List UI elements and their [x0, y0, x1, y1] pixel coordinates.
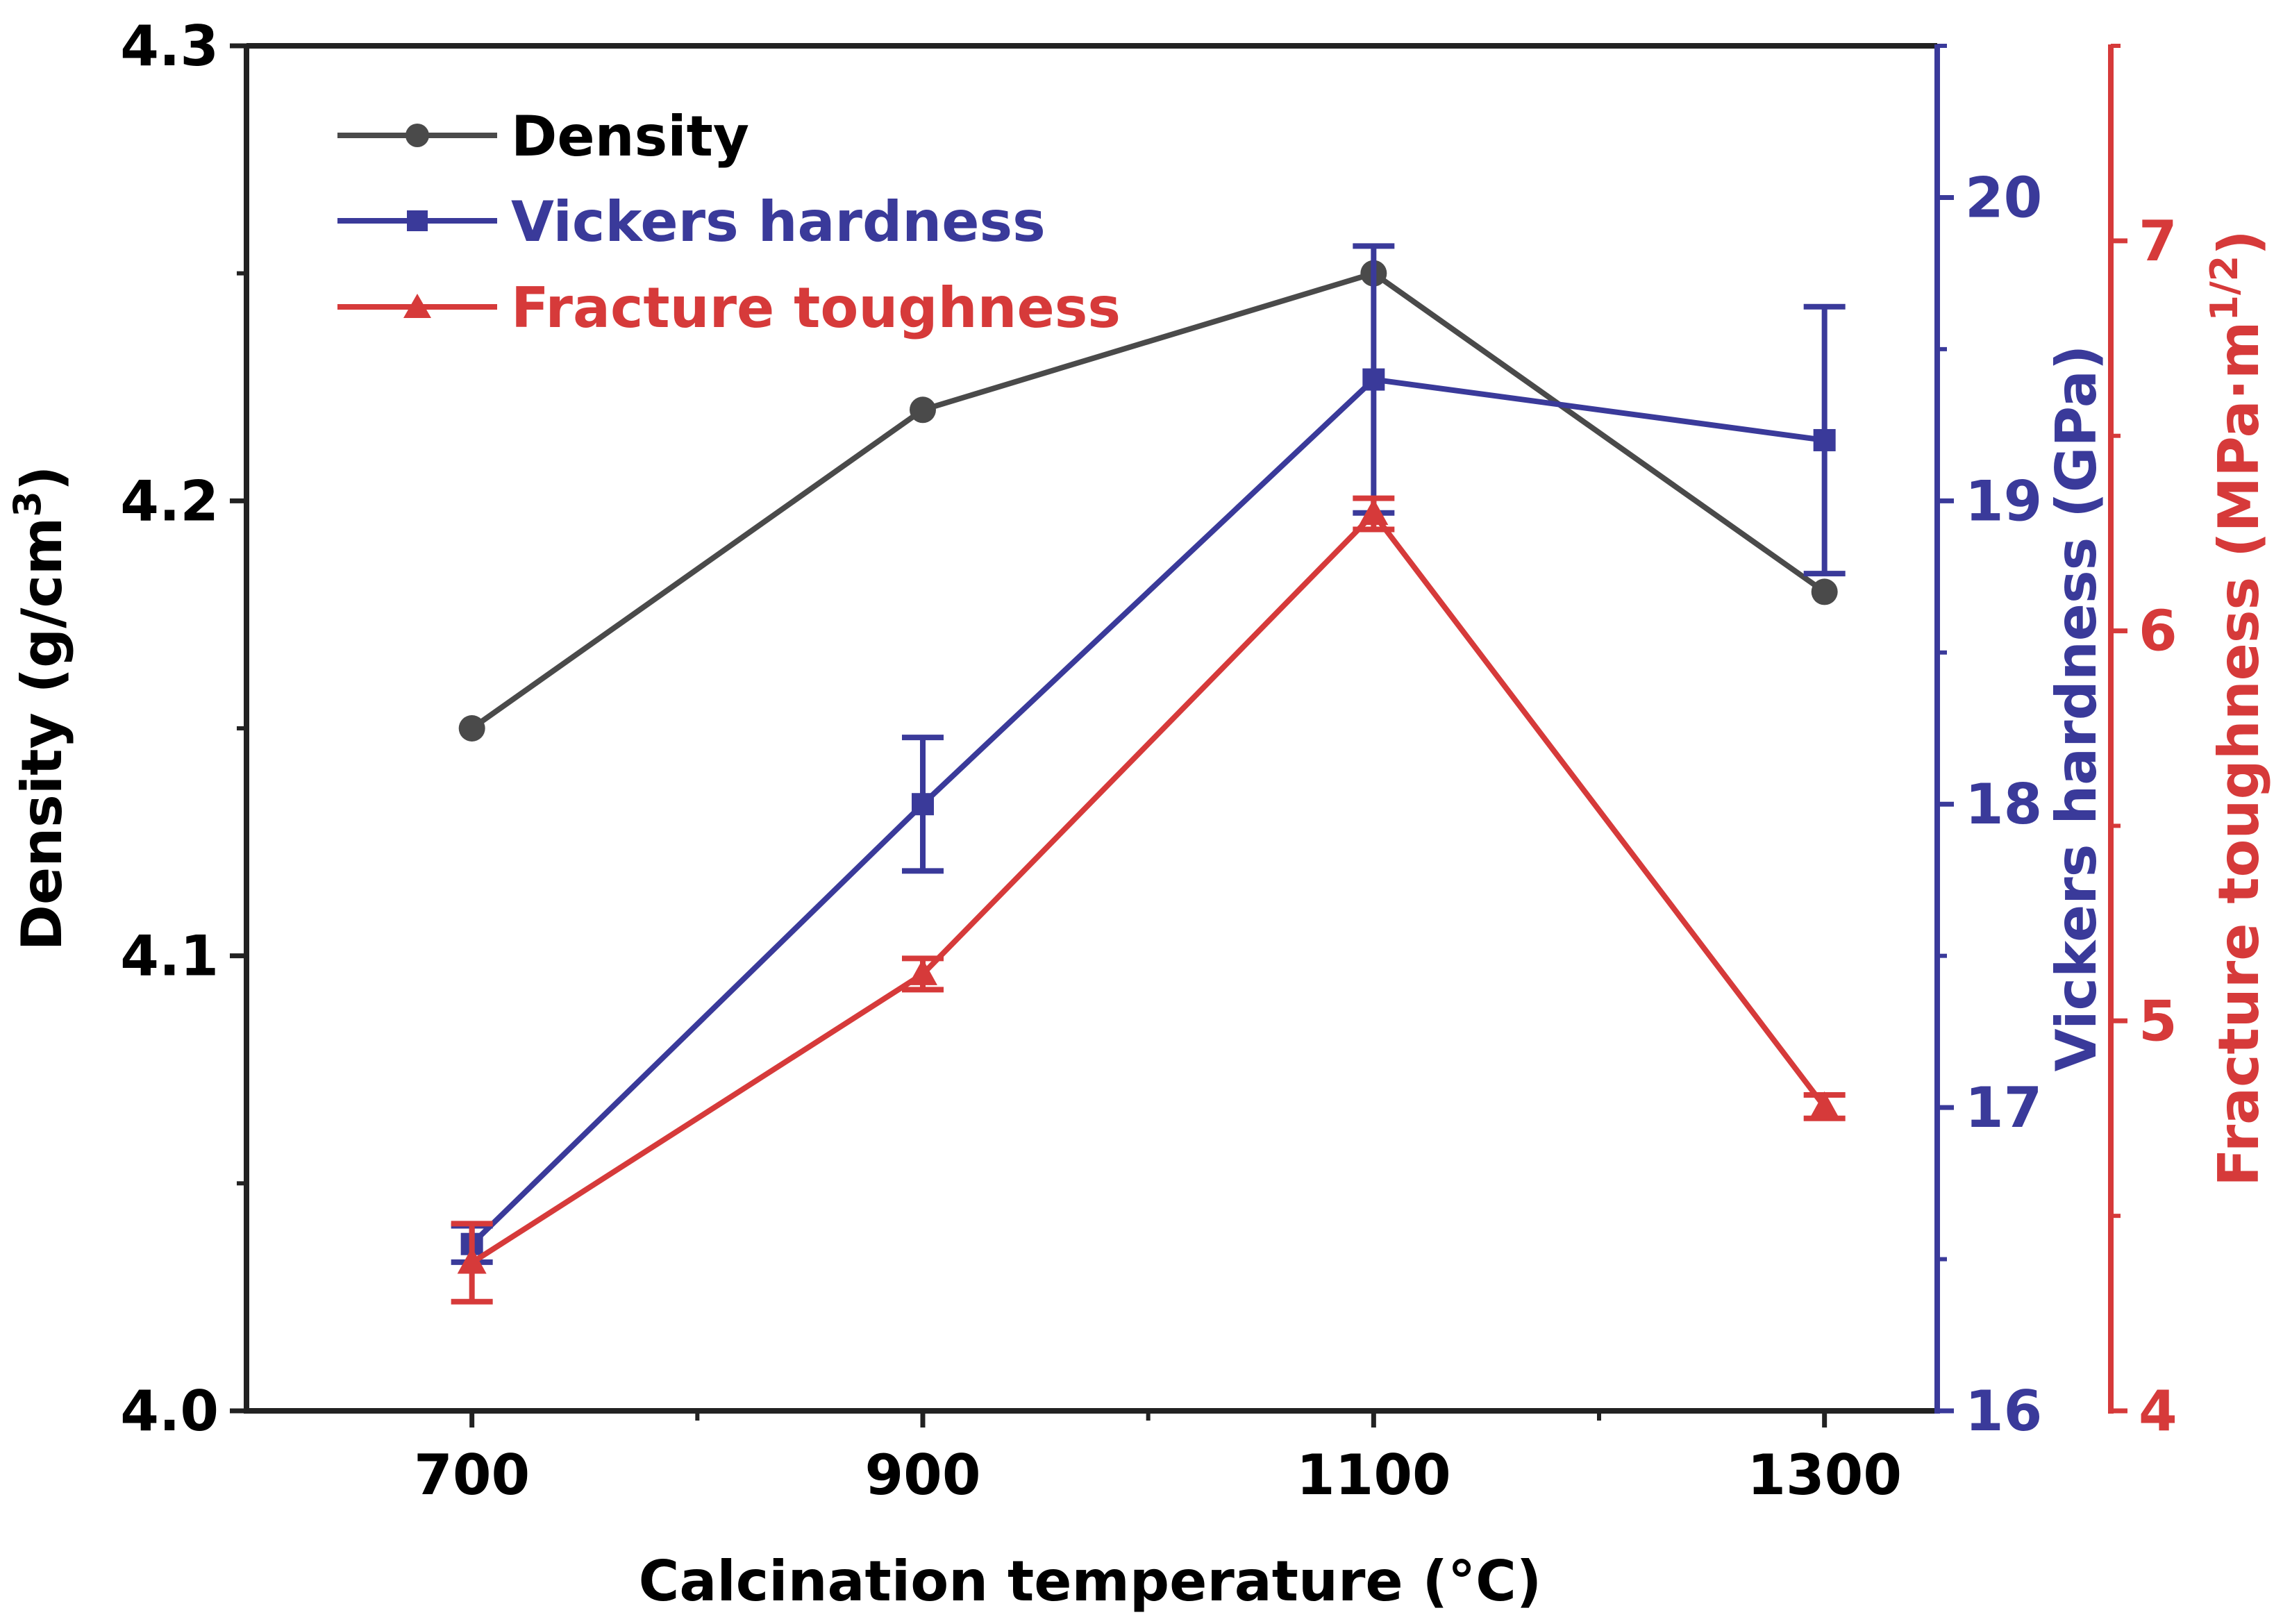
- y-axis-left-title-main: Density (g/cm: [10, 517, 74, 951]
- y-right1-tick-label: 19: [1965, 469, 2042, 533]
- y-right2-tick-label: 4: [2139, 1379, 2177, 1443]
- data-point: [908, 958, 937, 985]
- y-axis-right2-title-main: Fracture toughness (MPa·m: [2207, 321, 2271, 1187]
- legend-marker-fracture: [403, 294, 431, 318]
- data-point: [912, 793, 934, 816]
- y-right1-tick-label: 18: [1965, 772, 2042, 837]
- data-point: [457, 1247, 487, 1274]
- series-layer: [451, 243, 1846, 1305]
- series-line: [470, 270, 1826, 731]
- y-left-tick-label: 4.1: [120, 924, 219, 989]
- legend-label-fracture: Fracture toughness: [511, 276, 1121, 340]
- y-left-tick-label: 4.0: [120, 1379, 219, 1443]
- y-right2-tick-label: 7: [2139, 209, 2177, 274]
- y-axis-right1-title: Vickers hardness (GPa): [2044, 345, 2109, 1072]
- data-point: [910, 396, 936, 424]
- series-fracture-toughness: [451, 495, 1846, 1305]
- legend-label-vickers: Vickers hardness: [511, 190, 1046, 254]
- axis-ticks: 700 900 1100 1300 4.0 4.1 4.2 4.3 16 17 18 19 20 4 5 6 7: [120, 14, 2177, 1507]
- data-point: [1811, 578, 1838, 605]
- y-left-tick-label: 4.2: [120, 469, 219, 533]
- legend-label-density: Density: [511, 104, 749, 169]
- series-line: [469, 376, 1825, 1246]
- legend-item-fracture: Fracture toughness: [337, 276, 1121, 340]
- data-point: [1813, 428, 1836, 451]
- series-density: [458, 260, 1838, 742]
- y-axis-right2-title-end: ): [2207, 230, 2271, 256]
- y-axis-left-title-end: ): [10, 466, 74, 492]
- y-right2-tick-label: 5: [2139, 989, 2177, 1053]
- y-axis-left-title: Density (g/cm3): [6, 466, 74, 951]
- x-tick-label: 900: [865, 1443, 981, 1507]
- y-axis-left-title-sup: 3: [6, 491, 49, 517]
- data-point: [1809, 1091, 1839, 1118]
- x-tick-label: 700: [414, 1443, 530, 1507]
- y-right1-tick-label: 17: [1965, 1075, 2042, 1140]
- y-right1-tick-label: 20: [1965, 165, 2042, 230]
- series-vickers-hardness: [451, 243, 1846, 1265]
- legend-item-density: Density: [337, 104, 749, 169]
- legend-marker-vickers: [407, 210, 428, 231]
- x-tick-label: 1100: [1296, 1443, 1451, 1507]
- data-point: [1362, 368, 1385, 391]
- legend: Density Vickers hardness Fracture toughn…: [337, 104, 1121, 340]
- y-axis-right2-title-sup: 1/2: [2202, 256, 2246, 321]
- x-axis-title: Calcination temperature (°C): [639, 1549, 1542, 1614]
- y-axis-right2-title: Fracture toughness (MPa·m1/2): [2202, 230, 2271, 1187]
- data-point: [1359, 499, 1389, 526]
- x-tick-label: 1300: [1747, 1443, 1902, 1507]
- y-right1-tick-label: 16: [1965, 1379, 2042, 1443]
- data-point: [458, 715, 485, 742]
- y-right2-tick-label: 6: [2139, 599, 2177, 664]
- legend-item-vickers: Vickers hardness: [337, 190, 1046, 254]
- series-line: [470, 511, 1827, 1265]
- legend-marker-density: [405, 124, 429, 147]
- y-left-tick-label: 4.3: [120, 14, 219, 78]
